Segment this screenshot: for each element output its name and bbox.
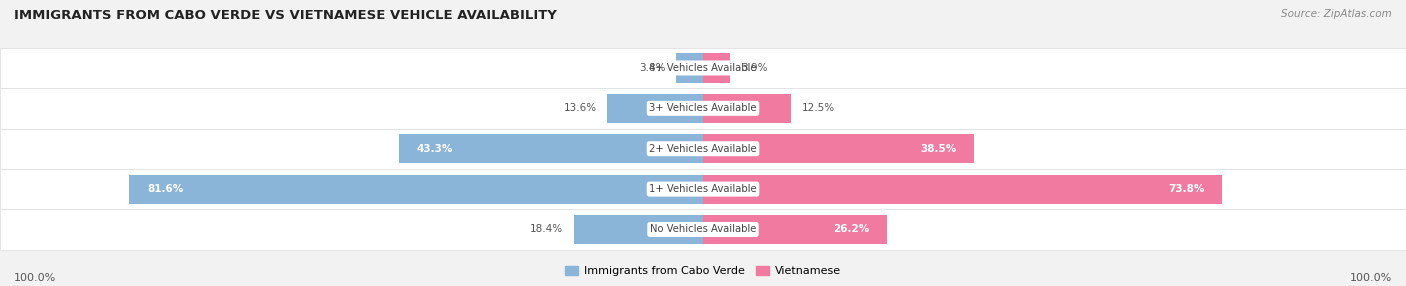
Text: 73.8%: 73.8% [1168, 184, 1204, 194]
Bar [0, 128, 1406, 169]
Text: 3.9%: 3.9% [741, 63, 768, 73]
Text: 2+ Vehicles Available: 2+ Vehicles Available [650, 144, 756, 154]
Text: 3+ Vehicles Available: 3+ Vehicles Available [650, 103, 756, 113]
Text: Source: ZipAtlas.com: Source: ZipAtlas.com [1281, 9, 1392, 19]
Text: 100.0%: 100.0% [1350, 273, 1392, 283]
Bar [574, 215, 703, 244]
Legend: Immigrants from Cabo Verde, Vietnamese: Immigrants from Cabo Verde, Vietnamese [561, 261, 845, 281]
Text: 3.8%: 3.8% [640, 63, 666, 73]
Text: 81.6%: 81.6% [148, 184, 183, 194]
Text: 12.5%: 12.5% [801, 103, 835, 113]
Bar [703, 134, 973, 163]
Bar [703, 174, 1222, 204]
Text: IMMIGRANTS FROM CABO VERDE VS VIETNAMESE VEHICLE AVAILABILITY: IMMIGRANTS FROM CABO VERDE VS VIETNAMESE… [14, 9, 557, 21]
Bar [399, 134, 703, 163]
Text: No Vehicles Available: No Vehicles Available [650, 225, 756, 235]
Text: 1+ Vehicles Available: 1+ Vehicles Available [650, 184, 756, 194]
Text: 13.6%: 13.6% [564, 103, 596, 113]
Bar [676, 53, 703, 82]
Bar [703, 215, 887, 244]
Bar [703, 94, 790, 123]
Text: 43.3%: 43.3% [416, 144, 453, 154]
Bar [607, 94, 703, 123]
Text: 26.2%: 26.2% [834, 225, 869, 235]
Bar [0, 209, 1406, 250]
Text: 38.5%: 38.5% [920, 144, 956, 154]
Bar [0, 169, 1406, 209]
Text: 4+ Vehicles Available: 4+ Vehicles Available [650, 63, 756, 73]
Bar [703, 53, 731, 82]
Bar [0, 88, 1406, 128]
Bar [0, 48, 1406, 88]
Bar [129, 174, 703, 204]
Text: 18.4%: 18.4% [530, 225, 564, 235]
Text: 100.0%: 100.0% [14, 273, 56, 283]
